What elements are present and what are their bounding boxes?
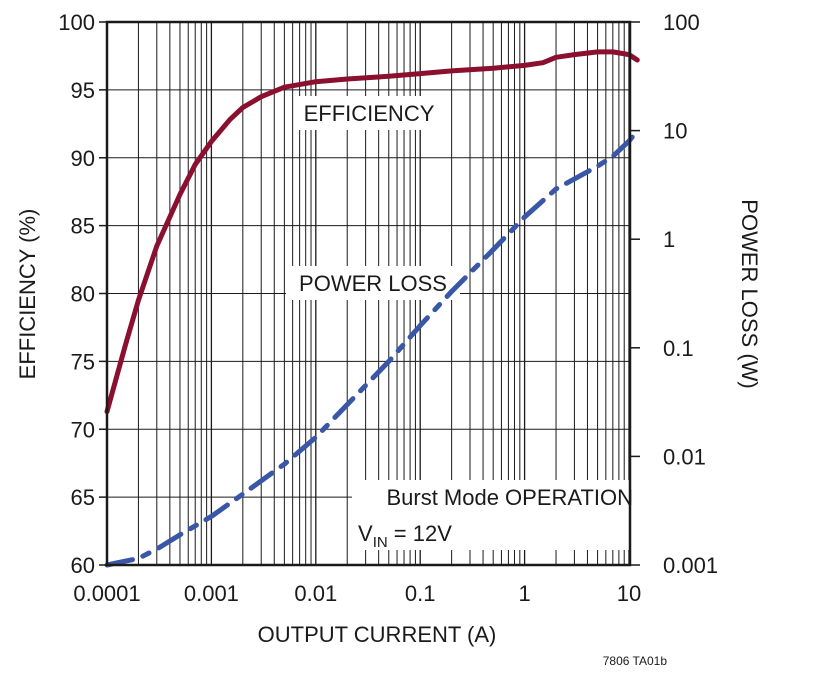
- label-background-layer: [286, 96, 644, 550]
- y-left-tick-label: 95: [71, 78, 95, 103]
- burst-mode-label-bg: [352, 480, 644, 550]
- x-tick-label: 0.1: [405, 581, 436, 606]
- vin-symbol: V: [358, 521, 373, 546]
- y-axis-right-title: POWER LOSS (W): [737, 199, 762, 388]
- vin-subscript: IN: [373, 534, 388, 551]
- y-left-tick-label: 90: [71, 146, 95, 171]
- series-layer: [104, 49, 640, 568]
- power-loss-series-label: POWER LOSS: [299, 271, 447, 296]
- tick-layer: 0.0001 0.001 0.01 0.1 1 106065707580859095100…: [58, 10, 718, 606]
- y-left-tick-label: 100: [58, 10, 95, 35]
- y-left-tick-label: 70: [71, 417, 95, 442]
- efficiency-label-bg: [294, 96, 444, 130]
- y-right-tick-label: 0.001: [663, 553, 718, 578]
- y-left-tick-label: 60: [71, 553, 95, 578]
- y-right-tick-label: 0.01: [663, 444, 706, 469]
- y-left-tick-label: 80: [71, 282, 95, 307]
- x-tick-label: 1: [518, 581, 530, 606]
- vin-value: = 12V: [388, 521, 453, 546]
- y-right-tick-label: 100: [663, 10, 700, 35]
- y-right-tick-label: 0.1: [663, 336, 694, 361]
- burst-mode-annotation: Burst Mode OPERATION: [386, 485, 633, 510]
- vin-annotation: VIN = 12V: [358, 521, 452, 551]
- figure-footnote: 7806 TA01b: [603, 654, 668, 668]
- x-tick-label: 0.0001: [73, 581, 140, 606]
- y-left-tick-label: 75: [71, 349, 95, 374]
- power-loss-line: [104, 128, 640, 568]
- power-loss-label-bg: [286, 266, 460, 300]
- x-tick-label: 0.01: [294, 581, 337, 606]
- y-left-tick-label: 85: [71, 214, 95, 239]
- x-axis-title: OUTPUT CURRENT (A): [258, 622, 497, 647]
- y-right-tick-label: 10: [663, 119, 687, 144]
- y-left-tick-label: 65: [71, 485, 95, 510]
- x-tick-label: 10: [617, 581, 641, 606]
- x-tick-label: 0.001: [184, 581, 239, 606]
- y-right-tick-label: 1: [663, 227, 675, 252]
- efficiency-series-label: EFFICIENCY: [304, 101, 435, 126]
- y-axis-left-title: EFFICIENCY (%): [15, 209, 40, 380]
- efficiency-line: [104, 49, 640, 415]
